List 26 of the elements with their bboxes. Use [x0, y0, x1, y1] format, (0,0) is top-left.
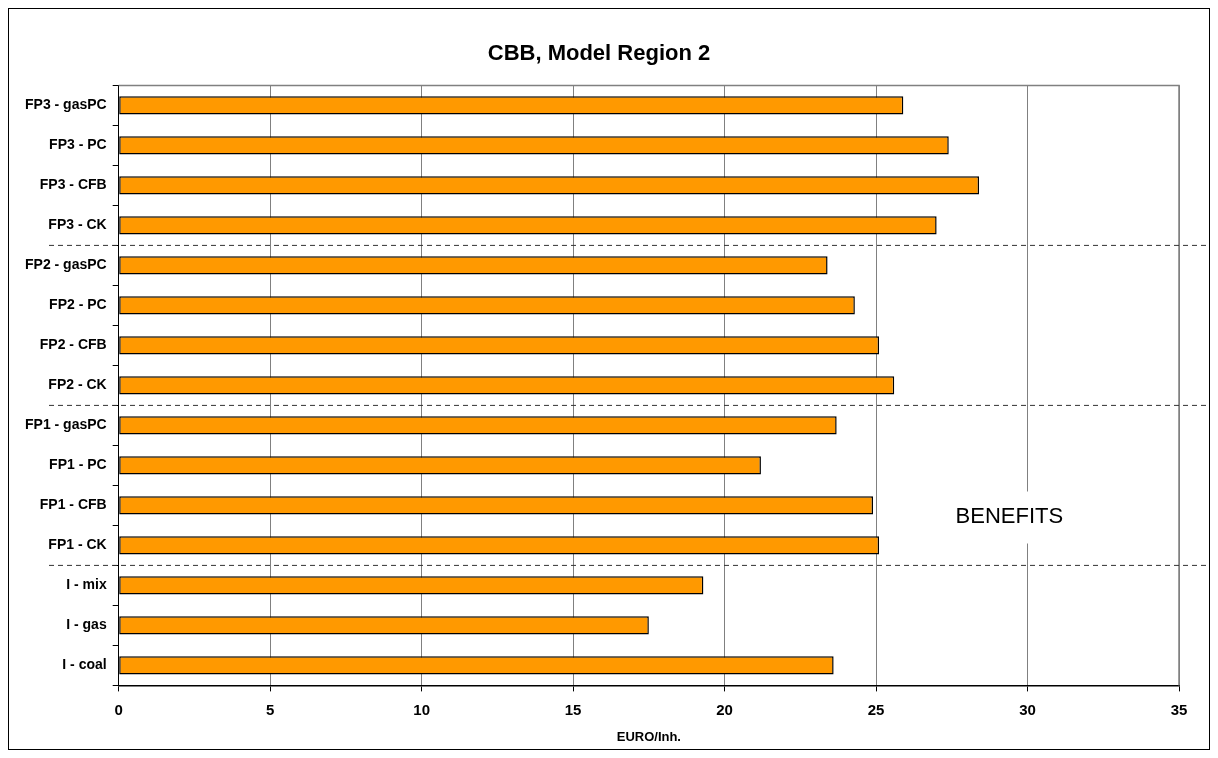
x-tick-label: 15 [564, 700, 582, 718]
y-tick-label: FP1 - gasPC [24, 416, 107, 433]
y-tick-label: FP3 - gasPC [24, 96, 107, 113]
x-axis-title: EURO/Inh. [616, 728, 681, 744]
x-tick-label: 10 [413, 700, 430, 718]
y-tick-label: FP2 - CFB [39, 336, 107, 353]
y-tick-label: FP3 - CFB [39, 176, 107, 193]
x-tick-label: 25 [867, 700, 885, 718]
x-tick-label: 5 [265, 700, 275, 718]
annotation: BENEFITS [955, 503, 1064, 529]
x-tick-label: 20 [716, 700, 733, 718]
x-tick-label: 30 [1019, 700, 1036, 718]
y-tick-label: FP2 - gasPC [24, 256, 107, 273]
y-tick-label: I - mix [66, 576, 107, 593]
y-tick-label: FP1 - PC [49, 456, 107, 473]
y-tick-label: FP3 - PC [49, 136, 107, 153]
y-tick-label: I - gas [66, 616, 107, 633]
y-tick-label: FP1 - CFB [39, 496, 107, 513]
y-tick-label: FP1 - CK [48, 536, 107, 553]
x-tick-label: 35 [1170, 700, 1188, 718]
y-tick-label: FP2 - CK [48, 376, 107, 393]
x-tick-label: 0 [114, 700, 123, 718]
y-tick-label: FP2 - PC [49, 296, 107, 313]
y-tick-label: I - coal [62, 656, 107, 673]
y-tick-label: FP3 - CK [48, 216, 107, 233]
chart-title: CBB, Model Region 2 [487, 40, 711, 66]
